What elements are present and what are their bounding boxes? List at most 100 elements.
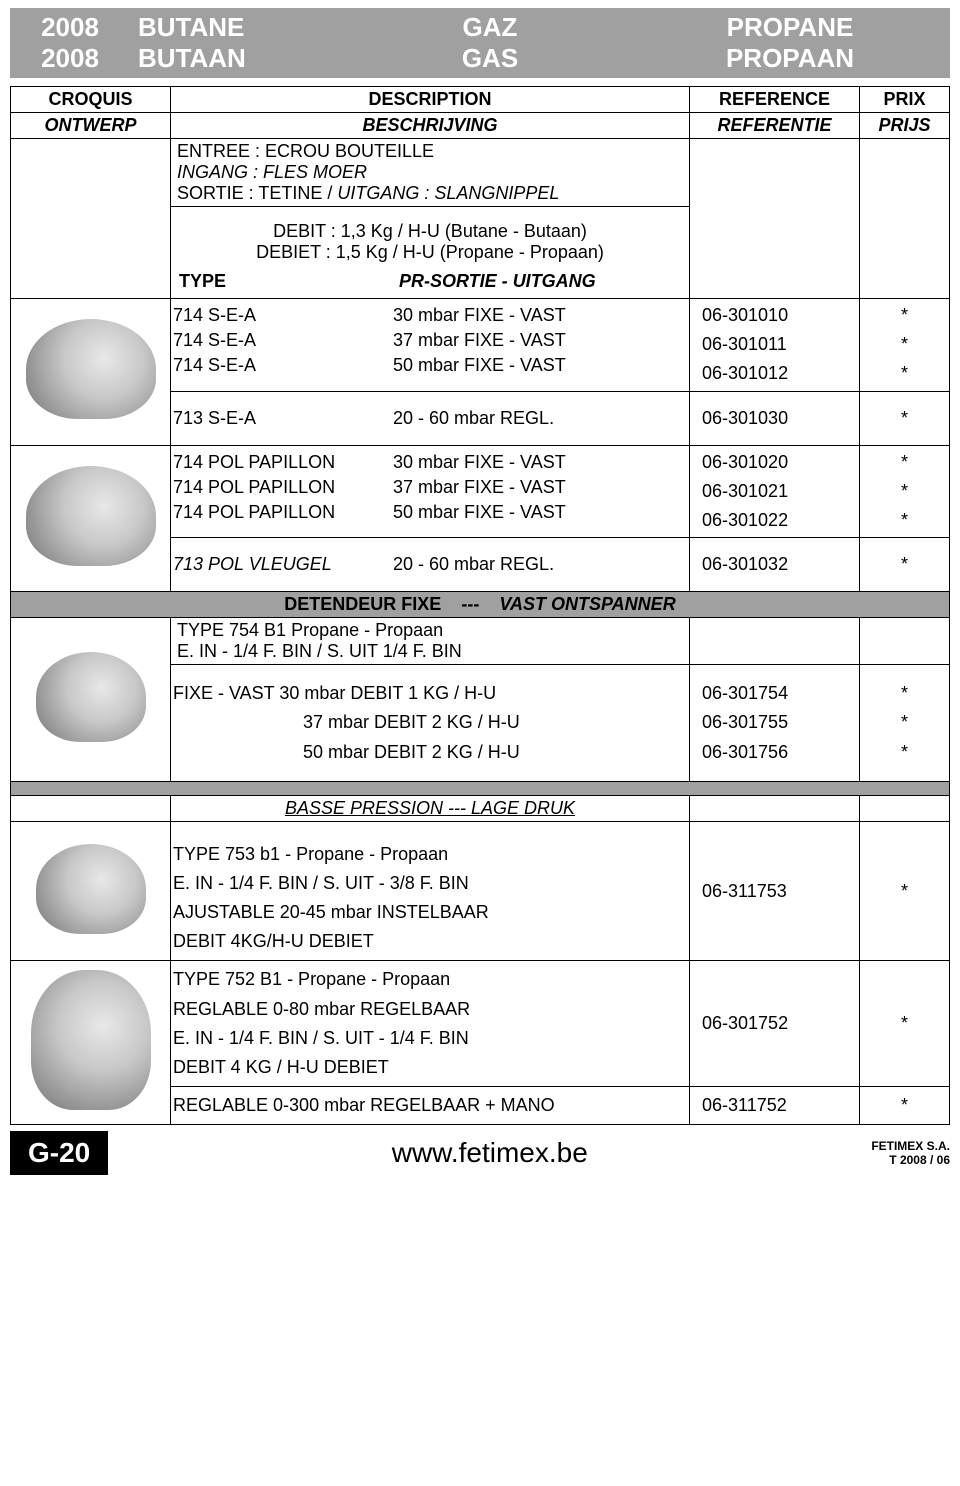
fixe-prix-1: * [866, 708, 943, 737]
type752-image-cell [11, 961, 171, 1125]
debiet-line: DEBIET : 1,5 Kg / H-U (Propane - Propaan… [177, 242, 683, 263]
propane-nl: PROPAAN [630, 43, 950, 74]
pol-data-block: 714 POL PAPILLON30 mbar FIXE - VAST 714 … [171, 445, 690, 538]
footer-company: FETIMEX S.A. [871, 1139, 950, 1153]
page-footer: G-20 www.fetimex.be FETIMEX S.A. T 2008 … [10, 1131, 950, 1175]
title-band: 2008 BUTANE GAZ PROPANE 2008 BUTAAN GAS … [10, 8, 950, 78]
entree-line: ENTREE : ECROU BOUTEILLE INGANG : FLES M… [171, 139, 690, 207]
regulator-image-icon [36, 844, 146, 934]
col-beschrijving: BESCHRIJVING [171, 113, 690, 139]
col-description: DESCRIPTION [171, 87, 690, 113]
debit-line: DEBIT : 1,3 Kg / H-U (Butane - Butaan) [177, 221, 683, 242]
butane-fr: BUTANE [130, 12, 350, 43]
pol-regl-prix: * [860, 538, 950, 592]
regulator-image-icon [36, 652, 146, 742]
fixe-label-1: 37 mbar DEBIT 2 KG / H-U [173, 708, 687, 737]
pol-regl-val: 20 - 60 mbar REGL. [393, 554, 687, 575]
pol-regl-block: 713 POL VLEUGEL20 - 60 mbar REGL. [171, 538, 690, 592]
pol-regl-ref: 06-301032 [690, 538, 860, 592]
detendeur-mid: --- [461, 594, 479, 614]
gaz-nl: GAS [350, 43, 630, 74]
pol-prix-block: * * * [860, 445, 950, 538]
pol-prix-2: * [866, 506, 943, 535]
col-prix: PRIX [860, 87, 950, 113]
type752-prix: * [860, 961, 950, 1087]
pol-prix-1: * [866, 477, 943, 506]
type754-line1: TYPE 754 B1 Propane - Propaan [177, 620, 683, 641]
type752-l1: TYPE 752 B1 - Propane - Propaan [173, 965, 687, 994]
sea-prix-block: * * * [860, 299, 950, 392]
type752-l4: DEBIT 4 KG / H-U DEBIET [173, 1053, 687, 1082]
type753-block: TYPE 753 b1 - Propane - Propaan E. IN - … [171, 821, 690, 961]
sea-ref-1: 06-301011 [702, 330, 853, 359]
fixe-ref-block: 06-301754 06-301755 06-301756 [690, 665, 860, 782]
sea-val-2: 50 mbar FIXE - VAST [393, 355, 687, 376]
basse-band: BASSE PRESSION --- LAGE DRUK [171, 795, 690, 821]
regulator-image-icon [26, 319, 156, 419]
pol-type-2: 714 POL PAPILLON [173, 502, 393, 523]
detendeur-right: VAST ONTSPANNER [499, 594, 675, 614]
col-prijs: PRIJS [860, 113, 950, 139]
type753-prix: * [860, 821, 950, 961]
pol-type-1: 714 POL PAPILLON [173, 477, 393, 498]
sea-ref-2: 06-301012 [702, 359, 853, 388]
fixe-label-2: 50 mbar DEBIT 2 KG / H-U [173, 738, 687, 767]
pol-ref-0: 06-301020 [702, 448, 853, 477]
intro-prix-cell [860, 139, 950, 299]
type752-mano-label: REGLABLE 0-300 mbar REGELBAAR + MANO [173, 1091, 687, 1120]
pol-prix-0: * [866, 448, 943, 477]
pr-sortie-label: PR-SORTIE - UITGANG [399, 271, 681, 292]
footer-company-block: FETIMEX S.A. T 2008 / 06 [871, 1139, 950, 1168]
type753-ref: 06-311753 [690, 821, 860, 961]
sea-regl-prix: * [860, 391, 950, 445]
type754-prix-empty [860, 618, 950, 665]
sea-ref-block: 06-301010 06-301011 06-301012 [690, 299, 860, 392]
fixe-ref-2: 06-301756 [702, 738, 853, 767]
pol-val-1: 37 mbar FIXE - VAST [393, 477, 687, 498]
fixe-ref-0: 06-301754 [702, 679, 853, 708]
sea-prix-1: * [866, 330, 943, 359]
catalog-table: CROQUIS DESCRIPTION REFERENCE PRIX ONTWE… [10, 86, 950, 1125]
fixe-prix-2: * [866, 738, 943, 767]
col-referentie: REFERENTIE [690, 113, 860, 139]
pol-val-2: 50 mbar FIXE - VAST [393, 502, 687, 523]
col-croquis: CROQUIS [11, 87, 171, 113]
sea-type-2: 714 S-E-A [173, 355, 393, 376]
year-fr: 2008 [10, 12, 130, 43]
basse-ref-blank [690, 795, 860, 821]
sea-image-cell [11, 299, 171, 446]
detendeur-left: DETENDEUR FIXE [284, 594, 441, 614]
entree-text: ENTREE : ECROU BOUTEILLE [177, 141, 683, 162]
type754-image-cell [11, 618, 171, 782]
regulator-image-icon [26, 466, 156, 566]
sea-regl-ref: 06-301030 [690, 391, 860, 445]
type754-ref-empty [690, 618, 860, 665]
grey-separator [11, 781, 950, 795]
basse-image-blank [11, 795, 171, 821]
page-number: G-20 [10, 1131, 108, 1175]
pol-type-0: 714 POL PAPILLON [173, 452, 393, 473]
sea-type-1: 714 S-E-A [173, 330, 393, 351]
sea-data-block: 714 S-E-A30 mbar FIXE - VAST 714 S-E-A37… [171, 299, 690, 392]
type752-mano-prix: * [860, 1087, 950, 1125]
type753-image-cell [11, 821, 171, 961]
propane-fr: PROPANE [630, 12, 950, 43]
type-label: TYPE [179, 271, 399, 292]
regulator-image-icon [31, 970, 151, 1110]
fixe-ref-1: 06-301755 [702, 708, 853, 737]
type752-l3: E. IN - 1/4 F. BIN / S. UIT - 1/4 F. BIN [173, 1024, 687, 1053]
type754-block: TYPE 754 B1 Propane - Propaan E. IN - 1/… [171, 618, 690, 665]
year-nl: 2008 [10, 43, 130, 74]
pol-ref-2: 06-301022 [702, 506, 853, 535]
col-reference: REFERENCE [690, 87, 860, 113]
type752-ref: 06-301752 [690, 961, 860, 1087]
fixe-prix-block: * * * [860, 665, 950, 782]
type-header-cell: TYPE PR-SORTIE - UITGANG [171, 265, 690, 299]
pol-regl-type: 713 POL VLEUGEL [173, 554, 393, 575]
intro-ref-cell [690, 139, 860, 299]
type753-l3: AJUSTABLE 20-45 mbar INSTELBAAR [173, 898, 687, 927]
debit-block: DEBIT : 1,3 Kg / H-U (Butane - Butaan) D… [171, 207, 690, 266]
sea-regl-block: 713 S-E-A20 - 60 mbar REGL. [171, 391, 690, 445]
gaz-fr: GAZ [350, 12, 630, 43]
type752-mano-block: REGLABLE 0-300 mbar REGELBAAR + MANO [171, 1087, 690, 1125]
